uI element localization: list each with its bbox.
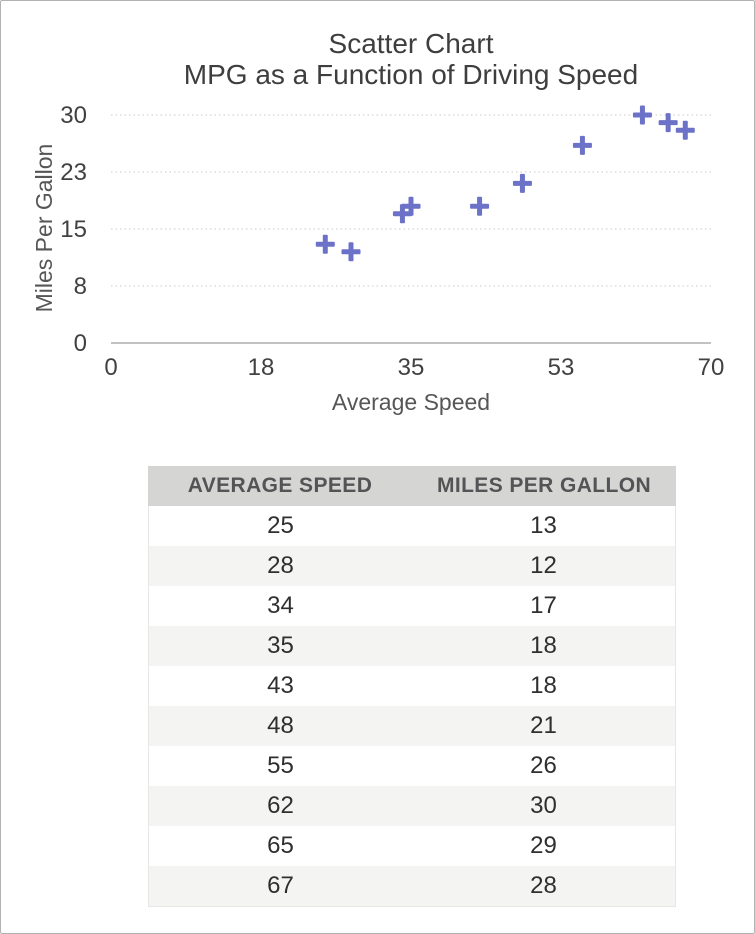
table-row: 65 29 (149, 826, 675, 866)
y-tick-label: 15 (60, 216, 87, 243)
data-point-marker (632, 105, 652, 125)
chart-title-line2: MPG as a Function of Driving Speed (183, 59, 639, 90)
y-tick-label: 8 (74, 273, 87, 300)
table-row: 34 17 (149, 586, 675, 626)
x-tick-label: 18 (248, 354, 275, 381)
table-row: 67 28 (149, 866, 675, 906)
table-cell: 34 (267, 592, 294, 619)
x-axis-title: Average Speed (331, 389, 491, 415)
y-tick-label: 30 (60, 102, 87, 129)
table-row: 55 26 (149, 746, 675, 786)
data-point-marker (675, 120, 695, 140)
table-cell: 62 (267, 792, 294, 819)
table-cell: 17 (530, 592, 557, 619)
table-cell: 12 (530, 552, 557, 579)
table-cell: 28 (267, 552, 294, 579)
table-cell: 48 (267, 712, 294, 739)
table-cell: 29 (530, 832, 557, 859)
y-tick-label: 0 (74, 330, 87, 357)
data-point-marker (572, 135, 592, 155)
data-point-marker (401, 196, 421, 216)
table-cell: 13 (530, 512, 557, 539)
table-cell: 18 (530, 672, 557, 699)
x-tick-label: 0 (104, 354, 117, 381)
data-point-marker (392, 204, 412, 224)
table-cell: 43 (267, 672, 294, 699)
table-body: 25 13 28 12 34 17 35 18 43 18 48 21 55 26 62 30 65 29 67 28 (148, 506, 676, 907)
table-cell: 35 (267, 632, 294, 659)
marker-v-bar (399, 204, 405, 224)
table-cell: 21 (530, 712, 557, 739)
marker-v-bar (665, 113, 671, 133)
data-point-marker (658, 113, 678, 133)
table-cell: 67 (267, 872, 294, 899)
x-tick-label: 70 (698, 354, 725, 381)
table-row: 25 13 (149, 506, 675, 546)
marker-v-bar (579, 135, 585, 155)
table-cell: 55 (267, 752, 294, 779)
marker-v-bar (682, 120, 688, 140)
marker-v-bar (477, 196, 483, 216)
table-row: 43 18 (149, 666, 675, 706)
table-header-cell: MILES PER GALLON (436, 474, 652, 497)
data-point-marker (512, 173, 532, 193)
data-point-marker (315, 234, 335, 254)
table-row: 62 30 (149, 786, 675, 826)
table-header-row: AVERAGE SPEED MILES PER GALLON (148, 466, 676, 506)
table-header-cell: AVERAGE SPEED (187, 474, 373, 497)
y-tick-label: 23 (60, 159, 87, 186)
data-point-marker (341, 242, 361, 262)
x-tick-label: 35 (398, 354, 425, 381)
table-cell: 26 (530, 752, 557, 779)
x-tick-label: 53 (548, 354, 575, 381)
table-cell: 30 (530, 792, 557, 819)
chart-title-line1: Scatter Chart (328, 28, 494, 59)
marker-v-bar (408, 196, 414, 216)
table-row: 28 12 (149, 546, 675, 586)
table-cell: 65 (267, 832, 294, 859)
marker-v-bar (519, 173, 525, 193)
table-cell: 18 (530, 632, 557, 659)
marker-v-bar (639, 105, 645, 125)
table-cell: 25 (267, 512, 294, 539)
marker-v-bar (348, 242, 354, 262)
table-cell: 28 (530, 872, 557, 899)
table-row: 35 18 (149, 626, 675, 666)
marker-v-bar (322, 234, 328, 254)
table-row: 48 21 (149, 706, 675, 746)
chart-title: Scatter Chart MPG as a Function of Drivi… (111, 28, 711, 90)
plot-area: 0 8 15 23 30 0 18 35 53 70 (60, 102, 725, 381)
data-point-marker (470, 196, 490, 216)
data-table: AVERAGE SPEED MILES PER GALLON 25 13 28 12 34… (148, 466, 676, 907)
